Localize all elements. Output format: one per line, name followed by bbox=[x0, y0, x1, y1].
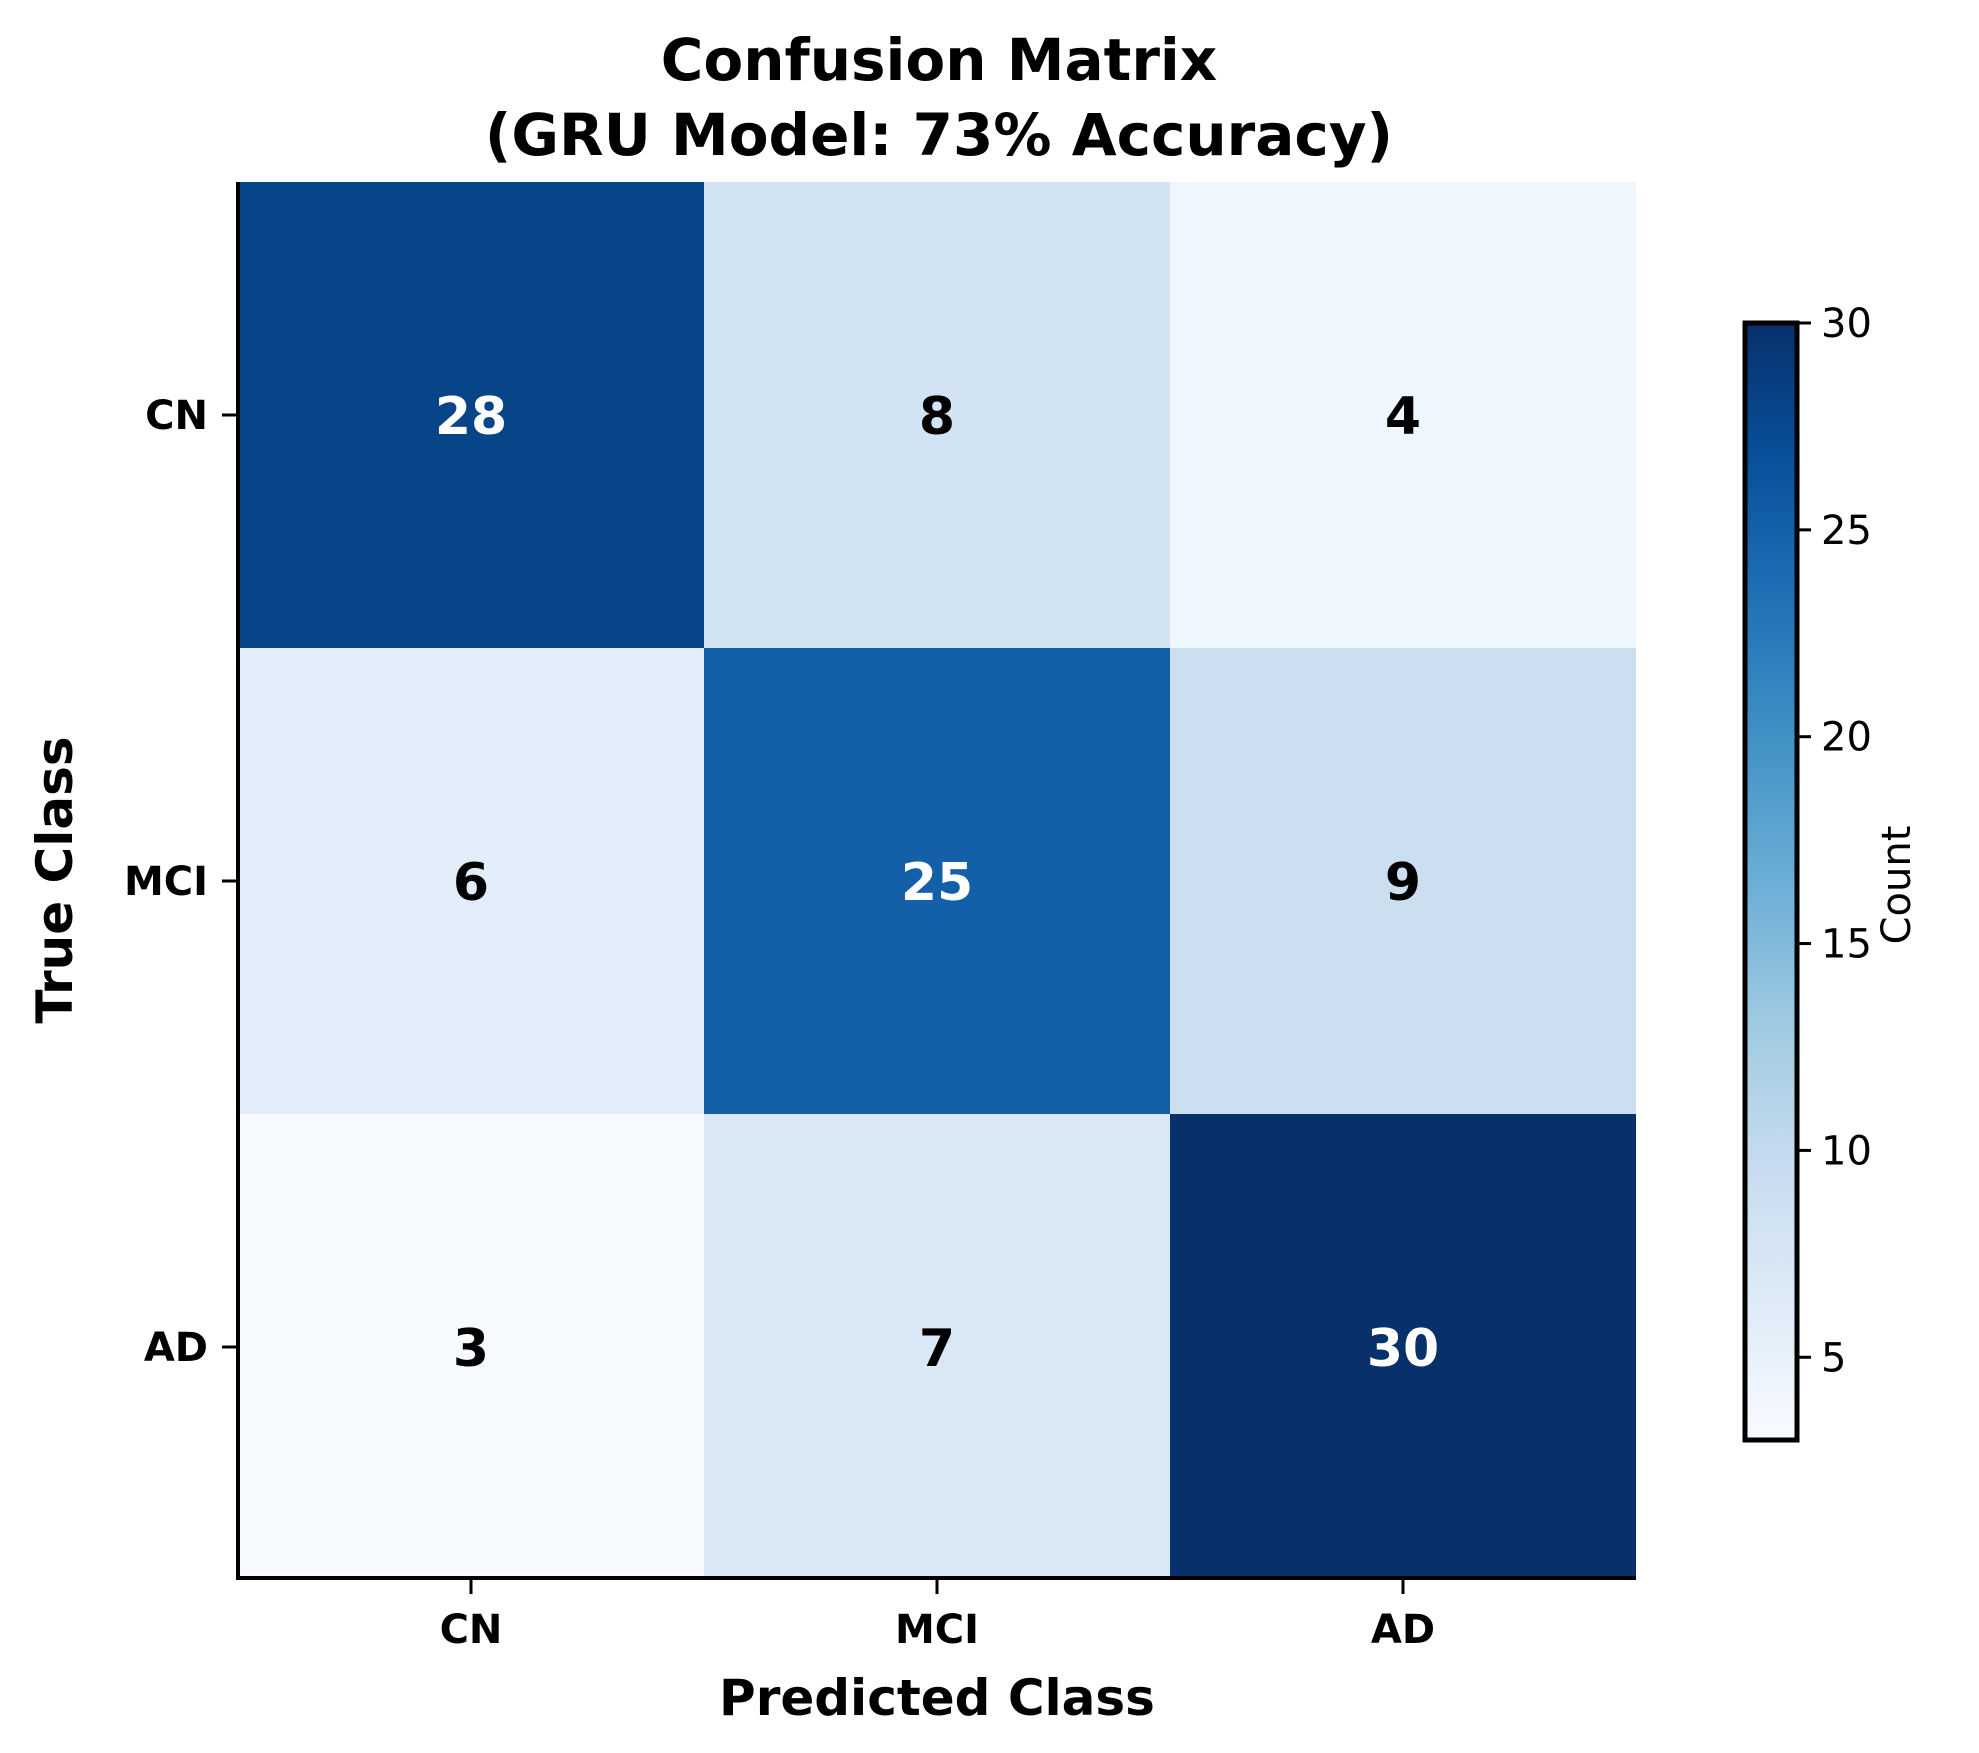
y-tick-label: MCI bbox=[124, 859, 208, 905]
cell-value-label: 30 bbox=[1367, 1319, 1439, 1379]
cell-value-label: 28 bbox=[435, 387, 507, 447]
y-tick-label: CN bbox=[145, 393, 208, 439]
heatmap-cell-mci-cn bbox=[238, 648, 704, 1114]
cell-value-label: 8 bbox=[919, 387, 955, 447]
colorbar-tick-label: 5 bbox=[1821, 1335, 1846, 1381]
heatmap-cell-cn-mci bbox=[704, 182, 1170, 648]
heatmap-cell-cn-cn bbox=[238, 182, 704, 648]
heatmap-cell-ad-ad bbox=[1170, 1114, 1636, 1580]
cell-value-label: 3 bbox=[453, 1319, 489, 1379]
cell-value-label: 25 bbox=[901, 853, 973, 913]
colorbar-label: Count bbox=[1874, 826, 1920, 945]
chart-title-line-1: Confusion Matrix bbox=[661, 26, 1217, 94]
colorbar-tick-label: 10 bbox=[1821, 1128, 1872, 1174]
colorbar-tick-label: 30 bbox=[1821, 301, 1872, 347]
colorbar-ticks: 5 10 15 20 25 30 bbox=[1797, 301, 1872, 1381]
colorbar bbox=[1742, 320, 1800, 1443]
y-tick-label: AD bbox=[144, 1325, 208, 1371]
colorbar-tick-label: 20 bbox=[1821, 715, 1872, 761]
cell-value-label: 4 bbox=[1385, 387, 1421, 447]
cell-value-label: 7 bbox=[919, 1319, 955, 1379]
x-tick-label: CN bbox=[440, 1607, 503, 1653]
cell-value-label: 6 bbox=[453, 853, 489, 913]
y-axis-ticks: CN MCI AD bbox=[124, 393, 236, 1371]
cell-value-label: 9 bbox=[1385, 853, 1421, 913]
x-tick-label: AD bbox=[1371, 1607, 1435, 1653]
y-axis-title: True Class bbox=[26, 736, 84, 1023]
heatmap-cell-mci-ad bbox=[1170, 648, 1636, 1114]
heatmap-cell-cn-ad bbox=[1170, 182, 1636, 648]
x-axis-ticks: CN MCI AD bbox=[440, 1580, 1435, 1653]
colorbar-tick-label: 25 bbox=[1821, 508, 1872, 554]
heatmap-cell-ad-cn bbox=[238, 1114, 704, 1580]
heatmap-cells bbox=[238, 182, 1636, 1580]
heatmap-cell-labels: 28 8 4 6 25 9 3 7 30 bbox=[435, 387, 1439, 1379]
heatmap-cell-ad-mci bbox=[704, 1114, 1170, 1580]
chart-title-line-2: (GRU Model: 73% Accuracy) bbox=[485, 101, 1393, 169]
heatmap-cell-mci-mci bbox=[704, 648, 1170, 1114]
colorbar-tick-label: 15 bbox=[1821, 922, 1872, 968]
x-tick-label: MCI bbox=[895, 1607, 979, 1653]
x-axis-title: Predicted Class bbox=[719, 1669, 1155, 1727]
